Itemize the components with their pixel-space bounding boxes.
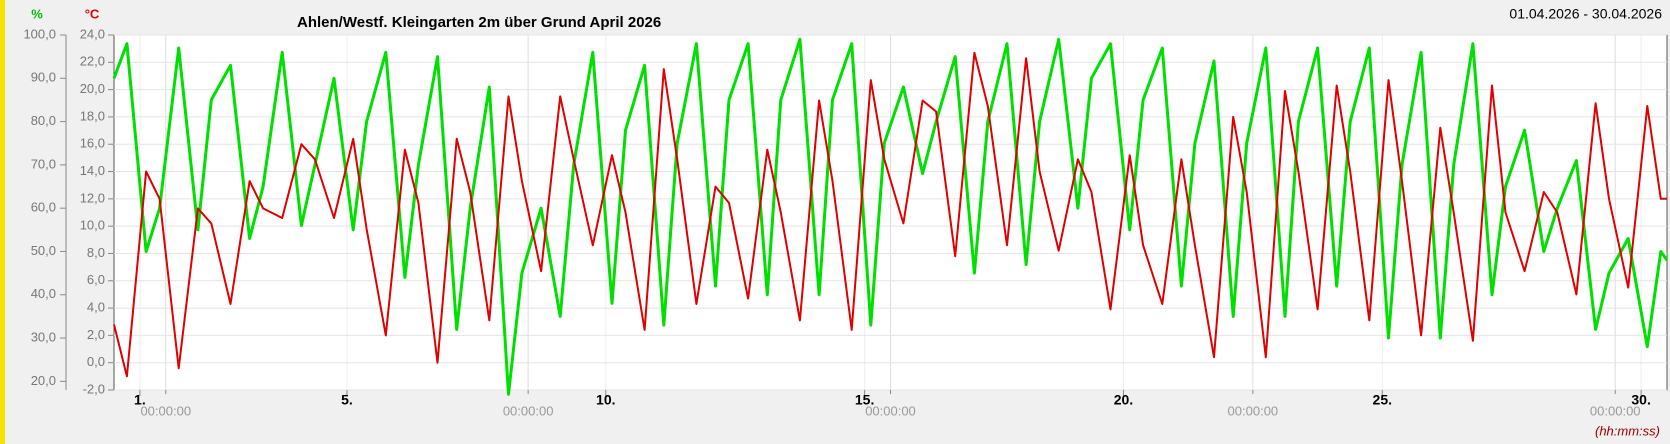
y-tick-label: 60,0 xyxy=(31,200,56,215)
y2-tick-label: 22,0 xyxy=(80,54,105,69)
y2-tick-label: 2,0 xyxy=(87,327,105,342)
series-line xyxy=(113,51,1667,378)
x-time-tick-label: 00:00:00 xyxy=(1228,403,1279,418)
x-tick-label: 5. xyxy=(341,392,353,408)
x-tick-label: 25. xyxy=(1373,392,1392,408)
y-tick-label: 50,0 xyxy=(31,243,56,258)
x-time-tick-label: 00:00:00 xyxy=(865,403,916,418)
y2-tick-label: 8,0 xyxy=(87,245,105,260)
y2-tick-label: 4,0 xyxy=(87,300,105,315)
x-tick-label: 20. xyxy=(1114,392,1133,408)
y-tick-label: 40,0 xyxy=(31,286,56,301)
y2-tick-label: 0,0 xyxy=(87,354,105,369)
y-axis-unit: % xyxy=(31,6,43,21)
y2-tick-label: 14,0 xyxy=(80,163,105,178)
date-range: 01.04.2026 - 30.04.2026 xyxy=(1509,6,1662,22)
x-time-tick-label: 00:00:00 xyxy=(140,403,191,418)
y-tick-label: 80,0 xyxy=(31,113,56,128)
y-tick-label: 20,0 xyxy=(31,373,56,388)
y2-tick-label: -2,0 xyxy=(83,381,105,396)
x-tick-label: 15. xyxy=(855,392,874,408)
y2-tick-label: 24,0 xyxy=(80,26,105,41)
y-tick-label: 100,0 xyxy=(23,26,56,41)
y2-tick-label: 6,0 xyxy=(87,272,105,287)
y-tick-label: 90,0 xyxy=(31,70,56,85)
x-tick-label: 10. xyxy=(596,392,615,408)
y-tick-label: 70,0 xyxy=(31,156,56,171)
y2-axis-unit: °C xyxy=(85,6,100,21)
y2-tick-label: 12,0 xyxy=(80,190,105,205)
y2-tick-label: 20,0 xyxy=(80,81,105,96)
y2-tick-label: 10,0 xyxy=(80,218,105,233)
x-time-tick-label: 00:00:00 xyxy=(1590,403,1641,418)
x-time-tick-label: 00:00:00 xyxy=(503,403,554,418)
y2-tick-label: 18,0 xyxy=(80,108,105,123)
y2-tick-label: 16,0 xyxy=(80,136,105,151)
x-tick-label: 30. xyxy=(1631,392,1650,408)
y-tick-label: 30,0 xyxy=(31,329,56,344)
series-line xyxy=(112,37,1669,396)
x-axis-label: (hh:mm:ss) xyxy=(1595,423,1660,438)
side-stripe xyxy=(0,0,5,444)
x-tick-label: 1. xyxy=(134,392,146,408)
chart-title: Ahlen/Westf. Kleingarten 2m über Grund A… xyxy=(297,14,661,31)
